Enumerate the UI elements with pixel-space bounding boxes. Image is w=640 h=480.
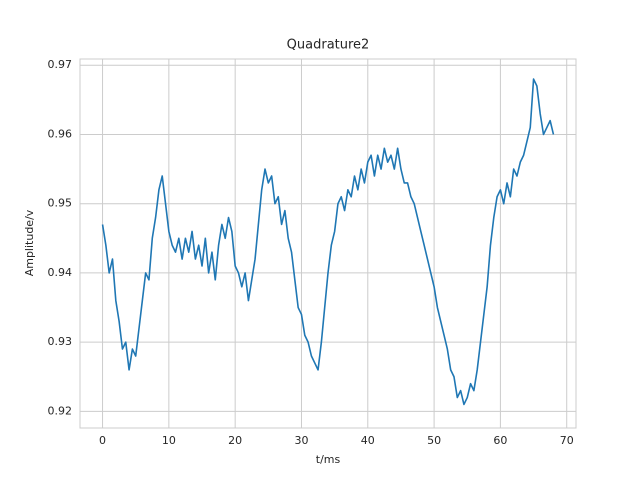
x-tick-label: 20: [228, 434, 242, 447]
x-tick-label: 30: [294, 434, 308, 447]
y-tick-label: 0.97: [48, 58, 73, 71]
x-tick-label: 70: [560, 434, 574, 447]
x-axis-label: t/ms: [316, 453, 341, 466]
y-tick-label: 0.92: [48, 404, 73, 417]
x-tick-label: 50: [427, 434, 441, 447]
chart-title: Quadrature2: [287, 38, 370, 53]
x-tick-label: 0: [99, 434, 106, 447]
y-tick-label: 0.95: [48, 197, 73, 210]
y-tick-label: 0.93: [48, 335, 73, 348]
plot-frame: [79, 58, 577, 429]
x-tick-label: 10: [162, 434, 176, 447]
data-line: [101, 78, 555, 406]
y-axis-label: Amplitude/v: [23, 209, 36, 276]
y-tick-label: 0.94: [48, 266, 73, 279]
y-tick-label: 0.96: [48, 127, 73, 140]
x-tick-label: 60: [493, 434, 507, 447]
x-tick-label: 40: [361, 434, 375, 447]
